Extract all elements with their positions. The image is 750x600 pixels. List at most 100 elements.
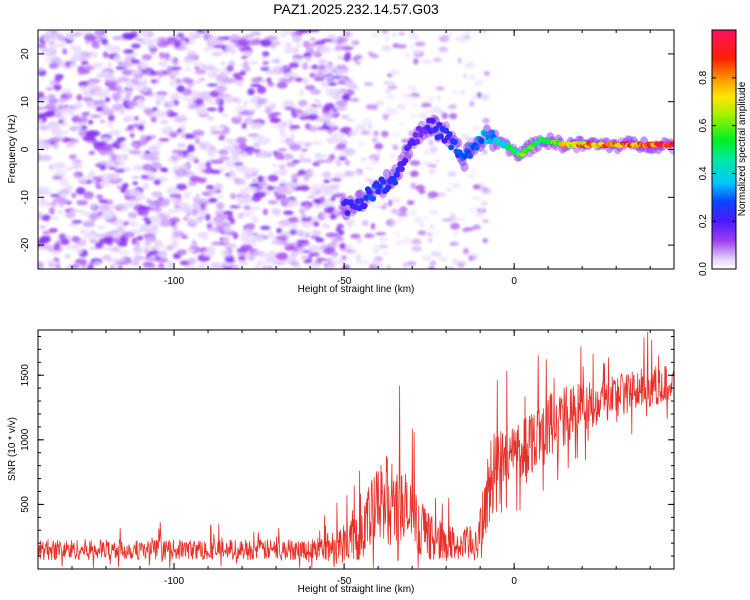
spectrogram-blob <box>267 250 278 257</box>
spectrogram-blob <box>345 118 356 123</box>
spectrogram-blob <box>352 56 359 62</box>
spectrogram-blob <box>428 138 434 146</box>
spectrogram-blob <box>197 263 206 269</box>
spectrogram-blob <box>115 218 126 226</box>
spectrogram-blob <box>345 249 357 254</box>
spectrogram-blob <box>238 142 247 150</box>
spectrogram-blob <box>288 62 300 69</box>
spectrogram-blob <box>98 233 111 238</box>
spectrogram-blob <box>453 230 459 237</box>
spectrogram-blob <box>38 186 50 191</box>
spectrogram-blob <box>441 218 453 222</box>
spectrogram-blob <box>109 264 115 269</box>
spectrogram-blob <box>248 39 261 46</box>
spectrogram-blob <box>422 58 432 65</box>
spectrogram-blob <box>267 82 275 87</box>
spectrogram-blob <box>309 72 316 78</box>
spectrogram-blob <box>84 33 96 42</box>
spectrogram-blob <box>85 130 99 137</box>
spectrogram-blob <box>289 143 302 151</box>
spectrogram-blob <box>131 123 141 128</box>
spectrogram-blob <box>264 106 272 114</box>
spectrogram-blob <box>396 218 403 223</box>
spectrogram-blob <box>49 193 61 198</box>
spectrogram-blob <box>96 194 103 200</box>
spectrogram-blob <box>313 76 325 82</box>
spectrogram-blob <box>67 108 76 116</box>
spectrogram-blob <box>241 122 247 129</box>
spectrogram-blob <box>112 104 118 111</box>
spectrogram-blob <box>148 145 160 151</box>
spectrogram-blob <box>471 255 476 261</box>
spectrogram-blob <box>262 61 270 65</box>
spectrogram-blob <box>254 264 261 269</box>
spectrogram-blob <box>210 159 224 164</box>
spectrogram-blob <box>191 201 201 210</box>
spectrogram-blob <box>38 261 44 269</box>
spectrogram-blob <box>403 236 410 241</box>
spectrogram-blob <box>331 251 339 258</box>
spectrogram-blob <box>71 139 80 143</box>
spectrogram-blob <box>241 210 254 217</box>
spectrogram-blob <box>226 65 234 72</box>
spectrogram-ridge-cell <box>358 197 365 204</box>
spectrogram-blob <box>290 108 297 116</box>
spectrogram-blob <box>124 116 135 123</box>
snr-frame <box>37 329 675 570</box>
spectrogram-blob <box>326 184 339 190</box>
spectrogram-blob <box>389 69 400 77</box>
spectrogram-blob <box>397 212 408 217</box>
spectrogram-blob <box>154 70 166 74</box>
colorbar-tick-label: 0.8 <box>698 70 709 84</box>
spectrogram-ridge-cell <box>375 188 382 195</box>
spectrogram-blob <box>321 223 331 229</box>
spectrogram-blob <box>80 210 90 216</box>
spectrogram-ridge-cell <box>361 203 368 210</box>
spectrogram-blob <box>277 148 288 152</box>
spectrogram-blob <box>315 154 328 158</box>
spectrogram-blob <box>139 78 149 84</box>
spectrogram-blob <box>441 112 448 119</box>
spectrogram-blob <box>237 39 250 46</box>
spectrogram-blob <box>472 125 480 131</box>
spectrogram-blob <box>86 83 95 89</box>
spectrogram-blob <box>258 150 269 158</box>
spectrogram-blob <box>140 174 149 180</box>
spectrogram-blob <box>146 175 156 181</box>
spectrogram-blob <box>225 138 237 144</box>
spectrogram-blob <box>192 208 198 216</box>
spectrogram-blob <box>297 109 303 114</box>
spectrogram-blob <box>71 115 81 123</box>
spectrogram-blob <box>249 183 260 188</box>
spectrogram-blob <box>298 157 310 163</box>
spectrogram-blob <box>169 112 179 117</box>
spectrogram-blob <box>297 249 305 253</box>
spectrogram-blob <box>74 102 83 110</box>
spectrogram-blob <box>54 264 62 269</box>
spectrogram-blob <box>243 205 252 210</box>
spectrogram-blob <box>71 192 77 198</box>
spectrogram-blob <box>139 224 150 232</box>
spectrogram-blob <box>223 95 235 102</box>
spectrogram-blob <box>158 60 168 68</box>
spectrogram-blob <box>340 255 347 261</box>
spectrogram-blob <box>96 73 108 78</box>
spectrogram-blob <box>153 216 163 224</box>
spectrogram-blob <box>275 252 289 261</box>
spectrogram-blob <box>58 119 64 124</box>
spectrogram-blob <box>65 244 78 250</box>
spectrogram-blob <box>69 62 76 68</box>
spectrogram-blob <box>225 243 237 249</box>
spectrogram-blob <box>438 35 450 43</box>
spectrogram-blob <box>134 241 141 247</box>
spectrogram-blob <box>191 239 198 248</box>
spectrogram-blob <box>169 93 181 101</box>
spectrogram-blob <box>324 102 335 110</box>
spectrogram-blob <box>391 132 400 137</box>
spectrogram-blob <box>325 232 338 238</box>
spectrogram-blob <box>156 250 168 258</box>
spectrogram-blob <box>374 264 385 268</box>
y-tick-label: 10 <box>20 96 31 108</box>
spectrogram-blob <box>342 264 350 269</box>
spectrogram-blob <box>351 97 359 103</box>
